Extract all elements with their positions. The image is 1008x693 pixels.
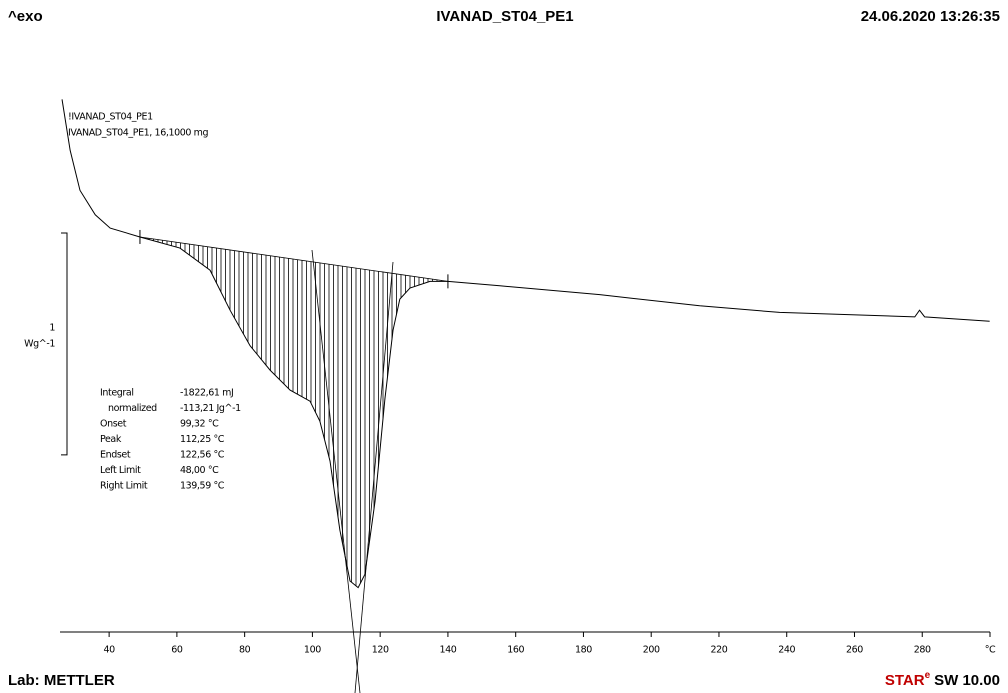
baseline xyxy=(139,236,448,282)
result-value: -113,21 Jg^-1 xyxy=(180,403,241,414)
version: SW 10.00 xyxy=(934,672,1000,689)
x-tick-label: 140 xyxy=(439,645,456,656)
x-tick-label: 160 xyxy=(507,645,524,656)
header-date: 24.06.2020 13:26:35 xyxy=(861,8,1000,25)
x-tick-label: 80 xyxy=(239,645,251,656)
result-label: Endset xyxy=(100,450,131,461)
x-tick-label: 200 xyxy=(643,645,660,656)
legend-entry: IVANAD_ST04_PE1, 16,1000 mg xyxy=(68,128,209,139)
scale-value: 1 xyxy=(49,322,55,333)
sample-title: !IVANAD_ST04_PE1 xyxy=(68,112,153,123)
result-value: 139,59 °C xyxy=(180,481,225,492)
result-label: Right Limit xyxy=(100,481,148,492)
x-tick-label: °C xyxy=(985,645,996,656)
dsc-curve xyxy=(61,99,990,589)
exo-label: ^exo xyxy=(8,8,43,25)
x-tick-label: 220 xyxy=(710,645,727,656)
result-value: 99,32 °C xyxy=(180,419,219,430)
result-label: Onset xyxy=(100,419,127,430)
result-label: normalized xyxy=(108,403,157,414)
star-e: e xyxy=(925,670,931,681)
result-value: 48,00 °C xyxy=(180,465,219,476)
footer-lab: Lab: METTLER xyxy=(8,672,115,689)
result-label: Peak xyxy=(100,434,122,445)
x-tick-label: 100 xyxy=(304,645,321,656)
scale-unit: Wg^-1 xyxy=(24,338,55,349)
peak-area xyxy=(139,236,448,588)
star: STAR xyxy=(885,672,925,689)
x-tick-label: 40 xyxy=(103,645,115,656)
x-tick-label: 280 xyxy=(914,645,931,656)
header-title: IVANAD_ST04_PE1 xyxy=(436,8,573,25)
result-value: -1822,61 mJ xyxy=(180,388,233,399)
scale-bar xyxy=(61,232,68,456)
x-tick-label: 180 xyxy=(575,645,592,656)
x-tick-label: 240 xyxy=(778,645,795,656)
result-value: 112,25 °C xyxy=(180,434,225,445)
x-tick-label: 60 xyxy=(171,645,183,656)
result-label: Left Limit xyxy=(100,465,141,476)
x-tick-label: 260 xyxy=(846,645,863,656)
x-tick-label: 120 xyxy=(372,645,389,656)
result-label: Integral xyxy=(100,388,134,399)
result-value: 122,56 °C xyxy=(180,450,225,461)
footer-software: STARe SW 10.00 xyxy=(885,670,1000,689)
